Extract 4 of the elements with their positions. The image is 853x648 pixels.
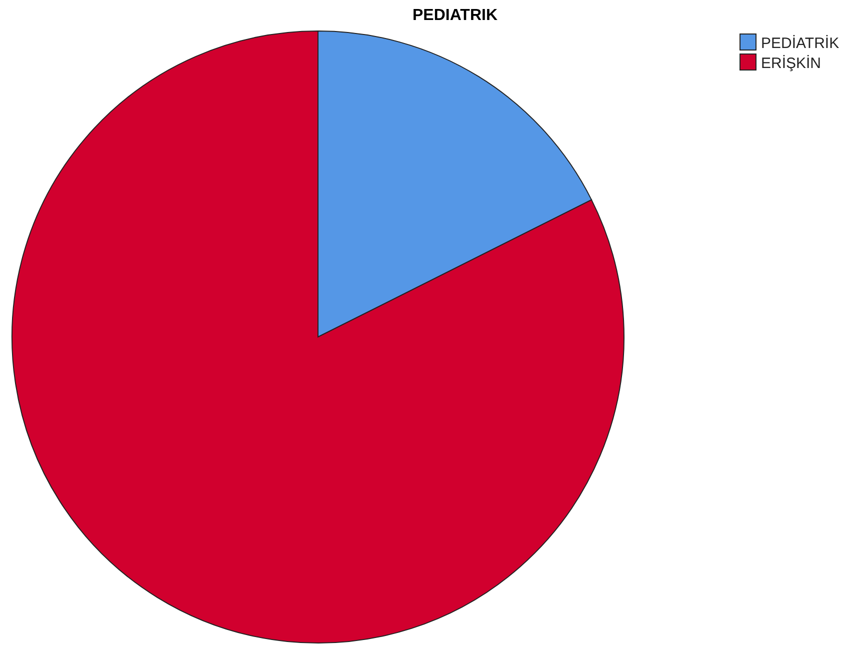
pie-slice <box>12 30 624 644</box>
legend-label: ERİŞKİN <box>761 54 822 72</box>
legend-label: PEDİATRİK <box>761 34 840 52</box>
chart-title: PEDIATRIK <box>412 7 498 24</box>
